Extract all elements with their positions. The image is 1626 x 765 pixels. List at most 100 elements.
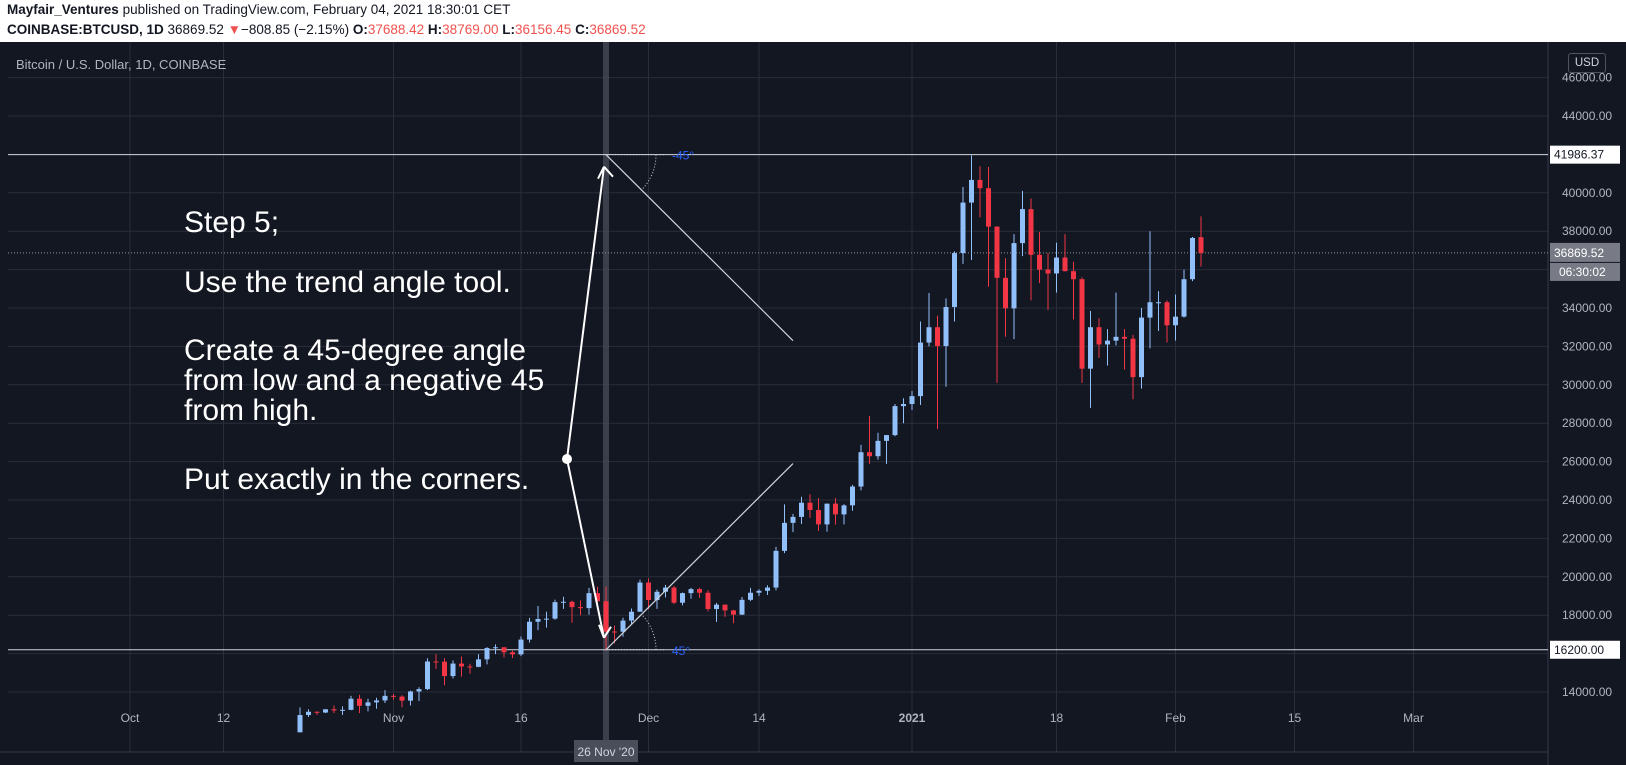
y-tick-label: 38000.00: [1562, 224, 1612, 238]
candle-body: [765, 587, 770, 591]
candle-body: [391, 695, 396, 697]
candle-body: [467, 666, 473, 668]
candle-body: [637, 582, 643, 612]
angle-arc-high: [641, 154, 657, 191]
candle-body: [527, 621, 532, 640]
crosshair-date-label: 26 Nov '20: [578, 745, 635, 759]
annotation-step: Step 5;: [184, 206, 280, 239]
candle-body: [841, 505, 847, 515]
x-tick-label: Mar: [1403, 711, 1424, 725]
candle-body: [340, 709, 345, 711]
candle-body: [501, 647, 507, 653]
candle-body: [603, 601, 609, 632]
candle-body: [1011, 243, 1017, 309]
level-price-tag: [1550, 145, 1620, 164]
candle-body: [1198, 237, 1204, 253]
y-tick-label: 30000.00: [1562, 378, 1612, 392]
candle-body: [1096, 327, 1102, 345]
candle-body: [892, 406, 898, 436]
candle-body: [1181, 279, 1187, 317]
callout-arrow-up: [566, 166, 605, 460]
y-tick-label: 18000.00: [1562, 608, 1612, 622]
y-tick-label: 28000.00: [1562, 416, 1612, 430]
candle-body: [714, 604, 719, 610]
candle-body: [756, 590, 762, 593]
candle-body: [943, 307, 949, 347]
x-tick-label: 16: [514, 711, 528, 725]
candle-body: [705, 592, 711, 610]
close-label: C:: [575, 22, 590, 37]
crosshair-date-tag: [574, 740, 638, 762]
candle-body: [382, 695, 388, 701]
low-value: 36156.45: [515, 22, 572, 37]
level-price-tag: [1550, 640, 1620, 659]
candle-body: [374, 700, 379, 703]
publish-line: Mayfair_Ventures published on TradingVie…: [7, 2, 510, 17]
arrowhead-down-icon: [598, 624, 612, 639]
level-price-label: 16200.00: [1554, 643, 1604, 657]
candle-body: [1003, 277, 1008, 309]
candle-body: [799, 502, 804, 517]
candle-body: [926, 327, 932, 343]
close-value: 36869.52: [589, 22, 646, 37]
candle-body: [1113, 336, 1119, 341]
annotation-line-1: Use the trend angle tool.: [184, 266, 511, 299]
ohlc-line: COINBASE:BTCUSD, 1D 36869.52 ▼−808.85 (−…: [7, 22, 646, 37]
candle-body: [1190, 237, 1195, 280]
open-value: 37688.42: [367, 22, 425, 37]
annotation-line-2a: Create a 45-degree angle: [184, 334, 526, 367]
last-price-tag: [1550, 242, 1620, 262]
x-tick-label: 18: [1050, 711, 1064, 725]
candle-body: [969, 179, 974, 203]
candle-body: [1020, 209, 1025, 244]
candle-body: [960, 202, 966, 254]
candle-body: [1156, 302, 1161, 304]
last-price-label: 36869.52: [1554, 246, 1604, 260]
x-tick-label: Nov: [383, 711, 404, 725]
candle-body: [459, 663, 464, 667]
callout-anchor-dot: [562, 454, 572, 464]
candle-body: [773, 550, 779, 588]
candle-body: [1088, 327, 1093, 369]
candle-body: [935, 327, 940, 347]
chart-frame: [0, 42, 1626, 765]
y-tick-label: 20000.00: [1562, 570, 1612, 584]
candle-body: [493, 647, 498, 649]
currency-button[interactable]: USD: [1568, 53, 1606, 73]
candle-body: [569, 601, 575, 608]
candle-body: [1130, 338, 1136, 378]
x-tick-label: 2021: [899, 711, 926, 725]
candle-body: [952, 253, 957, 308]
publisher-name[interactable]: Mayfair_Ventures: [7, 2, 119, 17]
candle-body: [646, 582, 651, 601]
candle-body: [722, 604, 728, 611]
candle-body: [510, 652, 515, 655]
candle-body: [688, 589, 694, 594]
candle-body: [297, 715, 303, 733]
candle-body: [518, 639, 524, 655]
candle-body: [1139, 317, 1144, 378]
x-tick-label: Feb: [1165, 711, 1186, 725]
candle-body: [986, 188, 991, 227]
candle-body: [697, 589, 702, 593]
candle-body: [875, 440, 881, 457]
candle-body: [416, 689, 422, 692]
candle-body: [1037, 254, 1042, 270]
high-label: H:: [427, 22, 443, 37]
candle-body: [884, 435, 889, 441]
candle-body: [1028, 209, 1034, 255]
candle-body: [552, 602, 558, 619]
candle-body: [790, 516, 796, 523]
candle-body: [620, 620, 626, 632]
low-label: L:: [502, 22, 515, 37]
callout-arrow-down: [566, 458, 605, 638]
candle-body: [671, 587, 677, 603]
candle-body: [858, 452, 864, 487]
candle-body: [909, 396, 915, 404]
x-tick-label: Dec: [638, 711, 659, 725]
angle-label-low: 45°: [672, 644, 690, 658]
candle-body: [323, 709, 328, 713]
symbol-title: Bitcoin / U.S. Dollar, 1D, COINBASE: [16, 57, 227, 72]
y-tick-label: 40000.00: [1562, 186, 1612, 200]
candle-body: [544, 618, 549, 620]
